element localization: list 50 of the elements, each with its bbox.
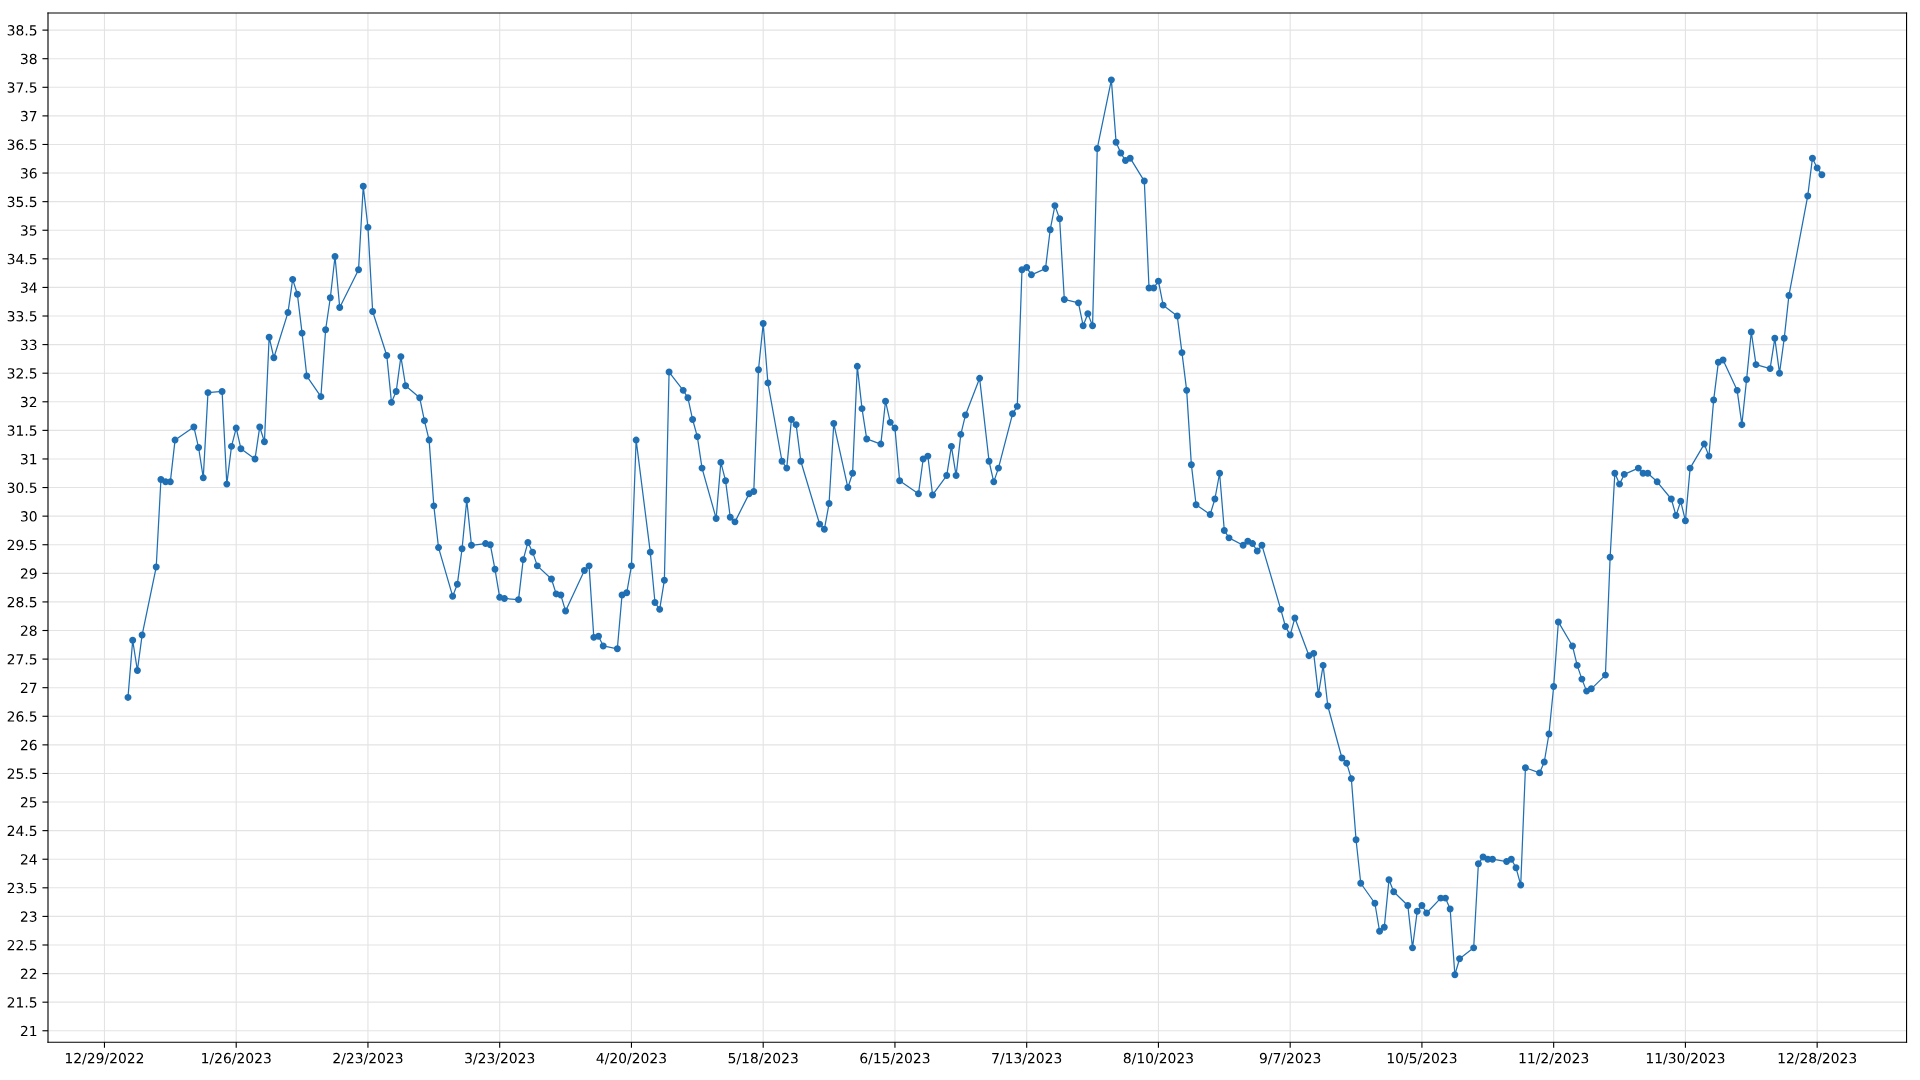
y-tick-label: 22.5 bbox=[7, 939, 37, 951]
y-tick-label: 30.5 bbox=[7, 482, 37, 494]
y-tick-label: 30 bbox=[20, 511, 37, 522]
y-tick-label: 31 bbox=[20, 453, 37, 465]
x-tick-label: 3/23/2023 bbox=[465, 1052, 535, 1065]
y-tick-label: 21.5 bbox=[7, 997, 37, 1008]
x-tick-label: 9/7/2023 bbox=[1259, 1052, 1321, 1065]
y-tick-label: 23.5 bbox=[7, 882, 37, 894]
x-tick-label: 12/28/2023 bbox=[1778, 1052, 1857, 1065]
y-tick-label: 36 bbox=[20, 168, 37, 179]
y-tick-label: 26.5 bbox=[7, 711, 37, 722]
x-tick-label: 10/5/2023 bbox=[1387, 1052, 1457, 1065]
y-tick-label: 32 bbox=[20, 396, 37, 408]
x-tick-label: 7/13/2023 bbox=[992, 1052, 1062, 1065]
y-tick-label: 25 bbox=[20, 797, 37, 808]
y-tick-label: 37.5 bbox=[7, 82, 37, 93]
y-tick-label: 27.5 bbox=[7, 654, 37, 665]
x-tick-label: 11/30/2023 bbox=[1646, 1052, 1725, 1065]
x-tick-label: 1/26/2023 bbox=[202, 1052, 271, 1065]
y-tick-label: 25.5 bbox=[7, 768, 37, 779]
y-tick-label: 36.5 bbox=[7, 139, 37, 150]
y-tick-label: 32.5 bbox=[7, 368, 37, 379]
y-tick-label: 21 bbox=[20, 1025, 37, 1037]
y-tick-label: 33 bbox=[20, 339, 37, 351]
y-tick-label: 24.5 bbox=[7, 825, 37, 837]
x-tick-label: 8/10/2023 bbox=[1123, 1052, 1193, 1065]
y-tick-label: 37 bbox=[20, 110, 37, 122]
y-tick-label: 27 bbox=[20, 682, 37, 693]
y-tick-label: 35 bbox=[20, 225, 37, 236]
x-tick-label: 2/23/2023 bbox=[333, 1052, 403, 1065]
y-tick-label: 22 bbox=[20, 968, 37, 979]
y-tick-label: 23 bbox=[20, 911, 37, 922]
y-tick-label: 29.5 bbox=[7, 539, 37, 551]
y-tick-label: 38.5 bbox=[7, 25, 37, 36]
y-tick-label: 34 bbox=[20, 282, 37, 293]
x-tick-label: 11/2/2023 bbox=[1519, 1052, 1589, 1065]
y-tick-label: 38 bbox=[20, 53, 37, 65]
y-tick-label: 24 bbox=[20, 854, 37, 865]
x-tick-label: 4/20/2023 bbox=[596, 1052, 666, 1065]
y-tick-label: 28 bbox=[20, 625, 37, 636]
y-tick-label: 33.5 bbox=[7, 310, 37, 322]
x-tick-label: 12/29/2022 bbox=[65, 1052, 144, 1065]
y-tick-label: 31.5 bbox=[7, 425, 37, 436]
x-tick-label: 5/18/2023 bbox=[728, 1052, 798, 1065]
y-tick-label: 26 bbox=[20, 739, 37, 751]
y-tick-label: 35.5 bbox=[7, 196, 37, 208]
x-tick-label: 6/15/2023 bbox=[860, 1052, 930, 1065]
y-tick-label: 28.5 bbox=[7, 596, 37, 608]
y-tick-label: 34.5 bbox=[7, 253, 37, 265]
y-tick-label: 29 bbox=[20, 568, 37, 579]
